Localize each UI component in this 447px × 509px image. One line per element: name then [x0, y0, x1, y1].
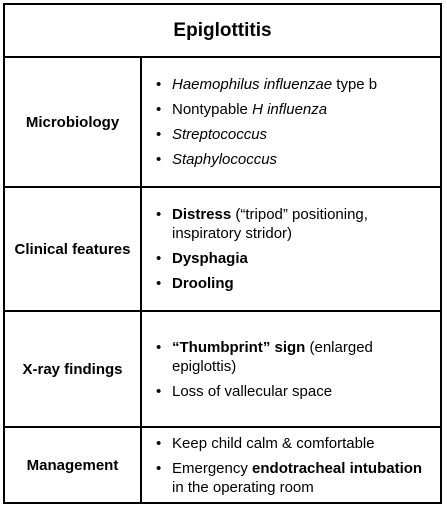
microbiology-list: Haemophilus influenzae type b Nontypable … — [152, 69, 434, 175]
list-item-text: Haemophilus influenzae — [172, 76, 333, 93]
list-item-text: Streptococcus — [172, 126, 268, 143]
row-label-management: Management — [5, 428, 142, 503]
row-label-microbiology: Microbiology — [5, 58, 142, 188]
list-item-text: endotracheal intubation — [252, 460, 423, 477]
list-item-text: Emergency — [172, 460, 253, 477]
list-item-text: (enlarged epiglottis) — [172, 338, 373, 375]
list-item-text: Keep child calm & comfortable — [172, 435, 375, 452]
list-item-text: Staphylococcus — [172, 151, 278, 168]
list-item-text: Dysphagia — [172, 250, 248, 267]
list-item-text: Distress — [172, 206, 232, 223]
clinical-features-list: Distress (“tripod” positioning, inspirat… — [152, 199, 434, 299]
list-item: Loss of vallecular space — [152, 382, 434, 401]
list-item-text: in the operating room — [172, 479, 314, 496]
list-item-text: “Thumbprint” sign — [172, 338, 306, 356]
row-label-clinical-features: Clinical features — [5, 188, 142, 312]
list-item: Emergency endotracheal intubation in the… — [152, 459, 434, 497]
list-item-text: Nontypable — [172, 101, 253, 118]
list-item: Drooling — [152, 274, 434, 293]
management-list: Keep child calm & comfortable Emergency e… — [152, 428, 434, 503]
list-item-text: H influenza — [252, 101, 328, 118]
table-title: Epiglottitis — [5, 5, 440, 58]
row-items-management: Keep child calm & comfortable Emergency e… — [142, 428, 440, 503]
row-items-clinical-features: Distress (“tripod” positioning, inspirat… — [142, 188, 440, 312]
list-item: Haemophilus influenzae type b — [152, 75, 434, 94]
list-item-text: Loss of vallecular space — [172, 382, 333, 400]
list-item: Keep child calm & comfortable — [152, 434, 434, 453]
list-item-text: Drooling — [172, 275, 234, 292]
list-item: Distress (“tripod” positioning, inspirat… — [152, 205, 434, 243]
row-items-xray-findings: “Thumbprint” sign (enlarged epiglottis) L… — [142, 312, 440, 428]
list-item-text: (“tripod” positioning, inspiratory strid… — [172, 206, 368, 242]
row-items-microbiology: Haemophilus influenzae type b Nontypable … — [142, 58, 440, 188]
epiglottitis-table: Epiglottitis Microbiology Haemophilus in… — [3, 3, 442, 504]
list-item: Streptococcus — [152, 125, 434, 144]
xray-findings-list: “Thumbprint” sign (enlarged epiglottis) L… — [152, 332, 434, 407]
list-item: “Thumbprint” sign (enlarged epiglottis) — [152, 338, 434, 376]
list-item: Staphylococcus — [152, 150, 434, 169]
row-label-xray-findings: X-ray findings — [5, 312, 142, 428]
list-item-text: type b — [332, 76, 378, 93]
list-item: Nontypable H influenza — [152, 100, 434, 119]
list-item: Dysphagia — [152, 249, 434, 268]
